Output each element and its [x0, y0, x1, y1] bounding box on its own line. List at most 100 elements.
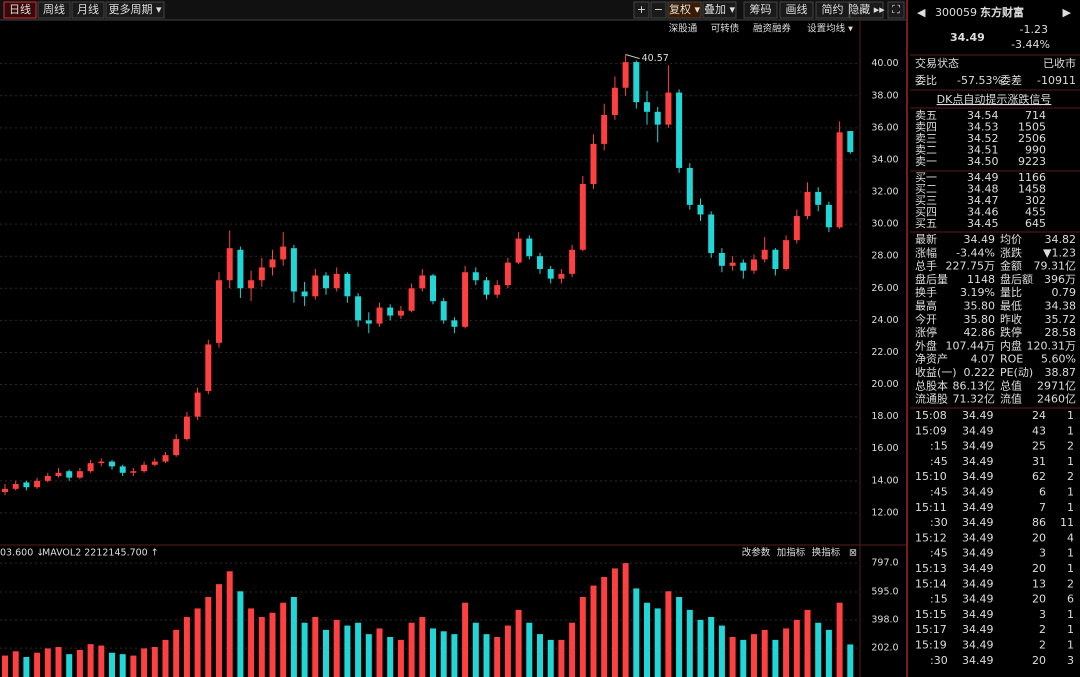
prev-arrow[interactable]: ◀: [917, 6, 926, 19]
candle-body: [676, 92, 683, 168]
y-tick-label: 28.00: [871, 251, 898, 262]
stat-value: 28.58: [1045, 326, 1077, 339]
candle-body: [494, 285, 501, 295]
sub-tool[interactable]: 融资融券: [753, 23, 792, 35]
candle-body: [708, 214, 715, 253]
tick-price: 34.49: [962, 608, 994, 621]
volume-bar: [836, 602, 843, 677]
book-label: 卖二: [915, 144, 937, 157]
tool-button[interactable]: [815, 1, 850, 19]
tool-button[interactable]: [779, 1, 814, 19]
tick-time: 15:10: [915, 470, 947, 483]
signal-banner[interactable]: DK点自动提示涨跌信号: [937, 92, 1052, 106]
tool-button[interactable]: [702, 1, 737, 19]
volume-bar: [205, 597, 212, 677]
tick-time: :45: [930, 547, 948, 560]
tool-label[interactable]: −: [654, 3, 663, 16]
tool-button[interactable]: [650, 1, 667, 19]
tool-label[interactable]: 复权 ▾: [669, 2, 700, 16]
stat-label: 外盘: [915, 338, 937, 352]
volume-bar: [130, 655, 137, 677]
max-pointer: [625, 54, 640, 60]
indicator-tool[interactable]: 改参数: [742, 547, 771, 559]
y-tick-label: 36.00: [871, 122, 898, 133]
candle-body: [579, 184, 586, 250]
period-tab[interactable]: [105, 1, 165, 19]
candle-body: [141, 464, 148, 472]
wb-label: 委比: [915, 74, 937, 87]
y-tick-label: 12.00: [871, 507, 898, 518]
candle-body: [772, 249, 779, 270]
volume-bar: [301, 622, 308, 677]
indicator-tool[interactable]: ⊠: [849, 548, 857, 559]
stat-value: 71.32亿: [953, 393, 996, 406]
candle-body: [44, 476, 51, 481]
tool-button[interactable]: [667, 1, 702, 19]
book-label: 卖三: [915, 132, 937, 145]
tick-count: 2: [1067, 470, 1074, 483]
candle-body: [183, 416, 190, 440]
period-label[interactable]: 更多周期 ▾: [108, 2, 161, 16]
indicator-tool[interactable]: 换指标: [812, 547, 841, 559]
tool-button[interactable]: [743, 1, 778, 19]
volume-bar: [312, 617, 319, 677]
volume-bar: [847, 644, 854, 677]
tick-time: 15:19: [915, 639, 947, 652]
volume-bar: [804, 609, 811, 677]
period-tab[interactable]: [71, 1, 105, 19]
tool-label[interactable]: 叠加 ▾: [704, 3, 735, 16]
candle-body: [408, 288, 415, 311]
period-tab[interactable]: [37, 1, 71, 19]
tick-price: 34.49: [962, 593, 994, 606]
volume-bar: [430, 628, 436, 677]
stat-value: 34.82: [1045, 233, 1077, 246]
tool-button[interactable]: [887, 1, 905, 19]
volume-bar: [162, 639, 169, 677]
book-price: 34.50: [967, 155, 999, 168]
book-volume: 990: [1025, 144, 1046, 157]
volume-bar: [397, 639, 404, 677]
volume-bar: [12, 651, 19, 677]
tool-label[interactable]: ⛶: [892, 3, 900, 16]
period-label[interactable]: 日线: [9, 2, 31, 16]
candle-body: [804, 192, 811, 217]
sub-tool[interactable]: 设置均线 ▾: [807, 23, 853, 35]
indicator-tool[interactable]: 加指标: [777, 547, 806, 559]
tick-price: 34.49: [962, 562, 994, 575]
book-price: 34.53: [967, 121, 999, 134]
tool-label[interactable]: +: [637, 3, 646, 16]
book-volume: 1166: [1018, 171, 1046, 184]
stat-value: 35.80: [964, 300, 996, 313]
stat-value: 34.38: [1045, 300, 1077, 313]
tool-button[interactable]: [633, 1, 650, 19]
tick-volume: 25: [1032, 440, 1046, 453]
tool-label[interactable]: 筹码: [750, 2, 772, 16]
stat-label: 总手: [915, 259, 937, 273]
tool-label[interactable]: 画线: [786, 2, 808, 16]
tick-count: 1: [1067, 409, 1074, 422]
tool-label[interactable]: 简约: [822, 2, 844, 16]
tool-button[interactable]: [849, 1, 884, 19]
candle-body: [280, 246, 287, 260]
sub-tool[interactable]: 深股通: [669, 24, 698, 35]
period-label[interactable]: 周线: [43, 2, 65, 16]
stat-label: 均价: [1000, 233, 1022, 246]
next-arrow[interactable]: ▶: [1063, 6, 1072, 19]
volume-bar: [644, 602, 650, 677]
stat-label: 流通股: [915, 392, 948, 406]
volume-bar: [676, 597, 683, 677]
period-tab[interactable]: [3, 1, 37, 19]
book-volume: 302: [1025, 194, 1046, 207]
candle-body: [344, 273, 351, 297]
period-label[interactable]: 月线: [77, 2, 99, 16]
volume-bar: [290, 597, 297, 677]
book-price: 34.49: [967, 171, 999, 184]
candle-body: [258, 267, 265, 281]
sub-tool[interactable]: 可转债: [711, 23, 740, 35]
volume-bar: [654, 608, 661, 677]
candle-body: [729, 262, 736, 266]
candle-body: [387, 307, 394, 316]
tool-label[interactable]: 隐藏 ▸▸: [848, 3, 885, 16]
tick-time: :30: [930, 654, 948, 667]
quote-panel: ◀ ▶ 300059 东方财富 34.49 -1.23 -3.44% 交易状态 …: [910, 5, 1080, 409]
